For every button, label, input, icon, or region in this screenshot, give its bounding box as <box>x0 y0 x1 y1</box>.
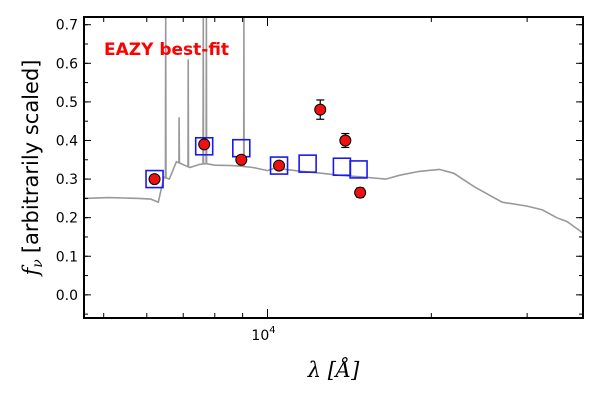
y-tick-label: 0.7 <box>56 18 78 34</box>
model-flux-square <box>194 136 214 156</box>
observed-photometry-layer <box>148 99 367 199</box>
x-tick-label: 104 <box>251 325 275 344</box>
observed-point <box>339 134 352 147</box>
y-tick-label: 0.1 <box>56 249 78 265</box>
observed-point <box>148 173 161 186</box>
y-axis-label-rest: [arbitrarily scaled] <box>19 60 43 254</box>
model-flux-square <box>332 157 352 177</box>
model-flux-square <box>349 160 368 179</box>
model-flux-square <box>269 156 289 175</box>
model-flux-square <box>145 169 164 189</box>
observed-point <box>314 103 327 116</box>
observed-point <box>354 186 367 199</box>
annotation-label: EAZY best-fit <box>104 40 229 60</box>
axis-ticks: 0.0 0.1 0.2 0.3 0.4 0.5 0.6 0.7 104 <box>56 17 583 344</box>
plot-frame <box>83 16 584 319</box>
template-spectrum-line <box>83 16 584 234</box>
y-axis-label-main: f <box>19 264 43 277</box>
x-axis-label-main: λ [ <box>307 358 337 382</box>
template-layer <box>83 16 584 234</box>
x-tick-exponent: 4 <box>269 325 275 336</box>
y-tick-label: 0.6 <box>56 56 78 72</box>
x-axis-label-close: ] <box>350 358 360 382</box>
y-tick-label: 0.5 <box>56 95 78 111</box>
observed-point <box>198 138 211 151</box>
y-tick-label: 0.3 <box>56 172 78 188</box>
y-tick-label: 0.2 <box>56 211 78 227</box>
x-axis-label: λ [Å] <box>307 357 360 382</box>
model-photometry-layer <box>145 136 368 189</box>
y-axis-label: fν [arbitrarily scaled] <box>19 60 46 278</box>
y-axis-label-sub: ν <box>30 259 46 268</box>
y-tick-label: 0.0 <box>56 288 78 304</box>
model-flux-square <box>298 154 317 173</box>
y-tick-label: 0.4 <box>56 133 78 149</box>
x-axis-label-unit: Å <box>333 357 351 382</box>
observed-point <box>273 159 286 172</box>
observed-point <box>235 153 248 166</box>
